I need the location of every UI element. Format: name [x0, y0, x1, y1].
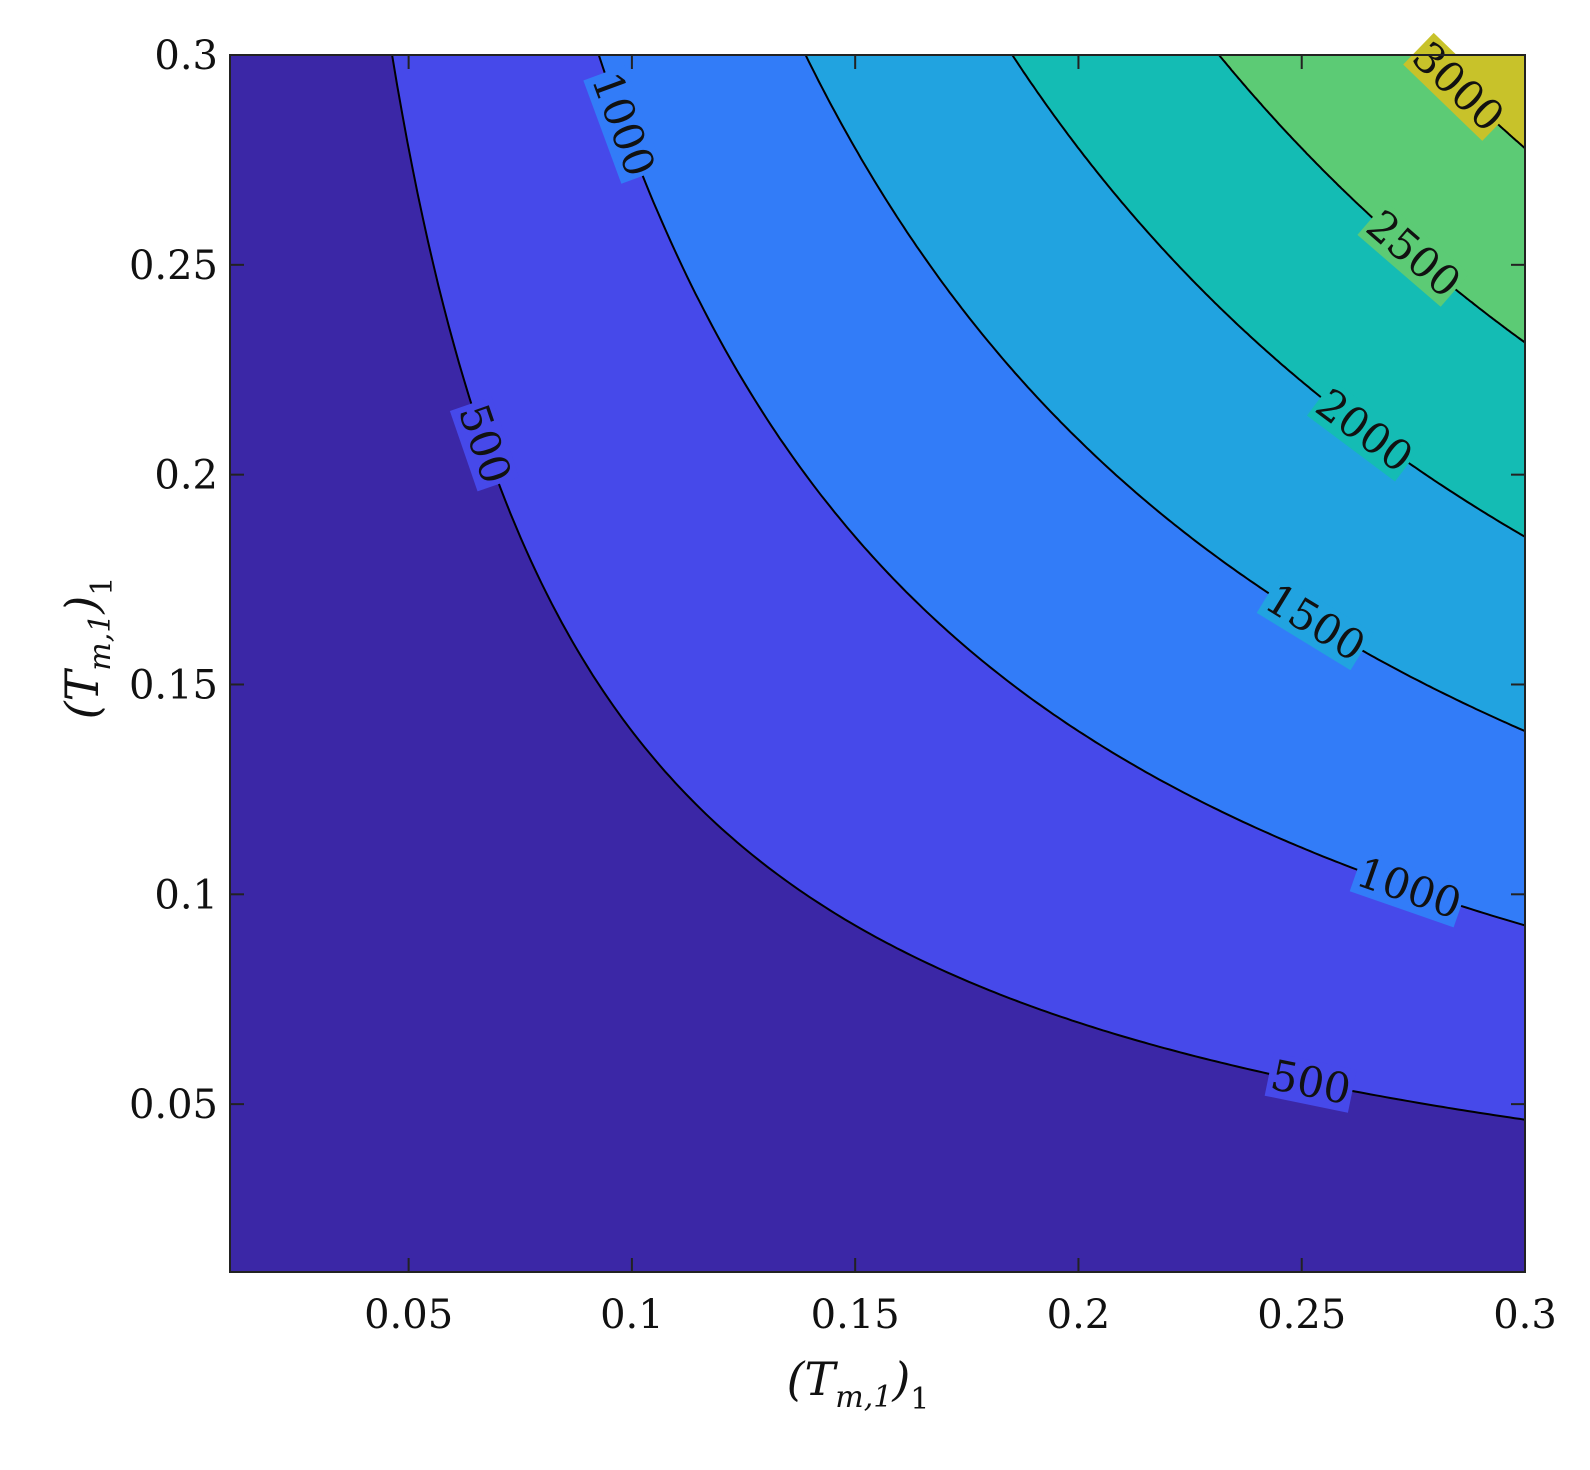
contour-label-bg	[583, 65, 663, 184]
y-tick-label: 0.15	[129, 662, 218, 708]
y-axis-label: (Tm,1)1	[55, 577, 120, 720]
contour-line-3500	[1525, 0, 1590, 55]
contour-line-2500	[1218, 55, 1525, 344]
contour-label-bg	[1256, 575, 1374, 671]
contour-label-bg	[1357, 201, 1470, 307]
contour-label-bg	[1349, 849, 1469, 928]
contour-label-bg	[1403, 32, 1513, 141]
y-tick-label: 0.05	[129, 1082, 218, 1128]
y-tick-label: 0.1	[154, 872, 218, 918]
tick-labels: 0.05 0.1 0.15 0.2 0.25 0.3 0.05 0.1 0.15 0.2 0.25 0…	[129, 33, 1557, 1338]
y-tick-label: 0.25	[129, 243, 218, 289]
x-tick-label: 0.25	[1257, 1292, 1346, 1338]
contour-label-bg	[1264, 1052, 1357, 1113]
plot-frame	[229, 54, 1526, 1273]
x-tick-label: 0.05	[364, 1292, 453, 1338]
x-tick-label: 0.3	[1493, 1292, 1557, 1338]
contour-band-7	[1525, 0, 1590, 55]
x-tick-label: 0.2	[1047, 1292, 1111, 1338]
contour-label-bg	[449, 396, 520, 492]
y-tick-label: 0.3	[154, 33, 218, 79]
x-axis-label: (Tm,1)1	[787, 1352, 930, 1417]
filled-contours	[230, 0, 1590, 1272]
contour-line-2000	[1011, 55, 1525, 538]
x-tick-label: 0.15	[811, 1292, 900, 1338]
x-tick-label: 0.1	[600, 1292, 664, 1338]
contour-label-bg	[1306, 380, 1422, 482]
y-tick-label: 0.2	[154, 453, 218, 499]
contour-line-1500	[804, 55, 1525, 733]
axes	[229, 54, 1526, 1273]
